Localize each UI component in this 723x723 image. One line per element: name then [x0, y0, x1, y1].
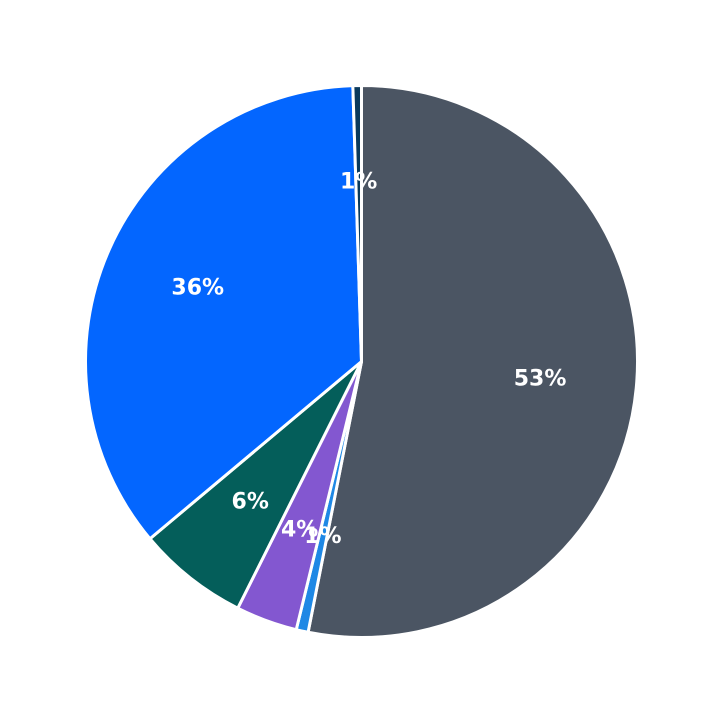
pie-slice-label-3: 6% — [232, 490, 269, 515]
pie-slice-label-2: 4% — [281, 517, 318, 542]
pie-slice-label-1: 1% — [304, 524, 341, 549]
pie-slice-label-4: 36% — [171, 276, 224, 301]
pie-slice-label-0: 53% — [514, 366, 567, 391]
pie-slice-4 — [84, 84, 363, 541]
pie-slice-3 — [148, 360, 363, 610]
pie-slice-label-5: 1% — [340, 170, 377, 195]
pie-slice-0 — [306, 84, 639, 639]
pie-slice-5 — [351, 84, 363, 363]
labels-layer: 53%1%4%6%36%1% — [171, 170, 566, 550]
slices-layer — [84, 84, 639, 639]
